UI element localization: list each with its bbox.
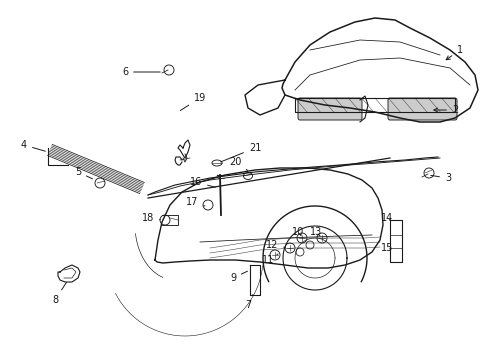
Text: 21: 21	[220, 143, 261, 162]
Text: 17: 17	[185, 197, 204, 207]
Text: 15: 15	[380, 243, 392, 253]
Text: 2: 2	[433, 105, 457, 115]
Text: 7: 7	[244, 294, 252, 310]
Text: 1: 1	[445, 45, 462, 60]
Text: 13: 13	[309, 227, 322, 237]
Text: 14: 14	[380, 213, 392, 223]
Text: 8: 8	[52, 282, 66, 305]
Text: 18: 18	[142, 213, 160, 223]
Text: 10: 10	[291, 227, 304, 237]
Text: 16: 16	[189, 177, 215, 187]
Text: 11: 11	[262, 254, 278, 265]
Text: 9: 9	[229, 271, 247, 283]
FancyBboxPatch shape	[297, 98, 361, 120]
Text: 6: 6	[122, 67, 160, 77]
Text: 5: 5	[75, 167, 92, 179]
Text: 20: 20	[228, 157, 247, 170]
Text: 19: 19	[180, 93, 206, 111]
Text: 3: 3	[430, 173, 450, 183]
Text: 4: 4	[21, 140, 45, 151]
FancyBboxPatch shape	[387, 98, 456, 120]
Text: 12: 12	[265, 240, 285, 250]
